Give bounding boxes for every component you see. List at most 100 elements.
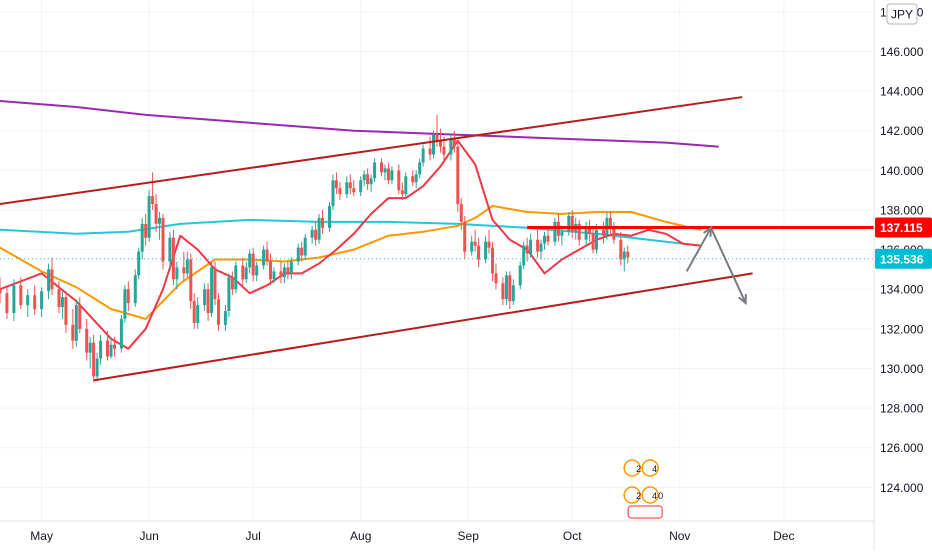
candle-body <box>99 340 103 359</box>
candle-body <box>473 241 477 246</box>
candle-body <box>119 318 123 349</box>
candle-body <box>626 251 630 258</box>
currency-badge[interactable]: JPY <box>886 3 918 25</box>
event-badge-label: 0 <box>658 491 663 501</box>
candle-body <box>442 146 446 155</box>
candle-body <box>397 170 401 191</box>
x-tick-label: Jul <box>246 529 261 543</box>
candle-body <box>151 196 155 204</box>
candle-body <box>522 245 526 266</box>
candle-body <box>567 215 571 232</box>
candle-body <box>439 140 442 147</box>
candle-body <box>109 344 113 357</box>
candle-body <box>113 344 116 349</box>
candle-body <box>591 233 595 250</box>
candle-body <box>494 273 498 284</box>
y-tick-label: 134.000 <box>880 283 924 297</box>
level-price-label-bg <box>875 217 932 238</box>
channel-lower-line <box>93 272 753 382</box>
event-badges[interactable]: 2 42 4 0 <box>623 459 663 519</box>
candle-body <box>504 275 508 300</box>
candle-body <box>484 241 488 260</box>
y-tick-label: 138.000 <box>880 203 924 217</box>
candle-body <box>432 134 435 155</box>
candle-body <box>203 289 207 305</box>
candle-body <box>584 227 588 240</box>
candle-body <box>192 301 196 323</box>
channel-upper-line <box>0 96 743 206</box>
candle-body <box>213 267 217 300</box>
time-axis[interactable]: May Jun Jul Aug Sep Oct Nov Dec <box>30 529 794 543</box>
candle-body <box>366 174 370 185</box>
candle-body <box>421 148 425 163</box>
x-tick-label: Oct <box>563 529 582 543</box>
event-badge-circle <box>623 486 641 504</box>
candle-body <box>411 176 415 183</box>
candle-body <box>338 188 342 195</box>
candle-body <box>95 358 99 377</box>
candle-body <box>217 299 220 325</box>
y-tick-label: 124.000 <box>880 481 924 495</box>
price-axis[interactable]: 124.000 126.000 128.000 130.000 132.000 134.0… <box>880 5 924 494</box>
candle-body <box>241 265 245 280</box>
candle-body <box>206 289 210 313</box>
candle-body <box>546 235 550 242</box>
y-tick-label: 144.000 <box>880 85 924 99</box>
candle-body <box>348 182 352 189</box>
candle-body <box>74 305 78 341</box>
candle-body <box>352 188 356 193</box>
candle-body <box>501 283 505 300</box>
candle-body <box>269 261 272 280</box>
candle-body <box>334 180 338 189</box>
candle-body <box>92 342 96 377</box>
candle-body <box>529 239 533 254</box>
candle-body <box>595 229 598 250</box>
candle-body <box>223 311 227 325</box>
candle-body <box>171 237 175 280</box>
y-tick-label: 126.000 <box>880 441 924 455</box>
moving-averages <box>0 100 719 350</box>
candle-body <box>386 168 390 181</box>
drawings <box>0 96 874 382</box>
candle-body <box>85 328 89 353</box>
candle-body <box>248 253 252 268</box>
candle-body <box>359 180 363 193</box>
ma-purple-line <box>0 100 719 148</box>
projection-arrowhead-down <box>738 294 747 306</box>
x-tick-label: Nov <box>669 529 690 543</box>
x-tick-label: Jun <box>139 529 158 543</box>
y-tick-label: 132.000 <box>880 322 924 336</box>
candle-body <box>289 261 293 274</box>
candle-body <box>255 265 259 276</box>
candle-body <box>279 271 283 278</box>
candle-body <box>511 285 515 302</box>
candle-body <box>282 267 286 278</box>
candles <box>0 114 630 383</box>
level-price-label: 137.115 <box>880 221 923 235</box>
candle-body <box>331 180 335 207</box>
candle-body <box>449 138 453 155</box>
x-tick-label: Aug <box>350 529 371 543</box>
candle-body <box>47 269 51 292</box>
candle-body <box>144 223 148 238</box>
candle-body <box>508 275 512 302</box>
candle-body <box>286 267 290 274</box>
candle-body <box>383 168 387 173</box>
candle-body <box>459 204 463 222</box>
candle-body <box>161 217 165 262</box>
candle-body <box>33 295 37 310</box>
candle-body <box>345 182 349 195</box>
event-badge-label: 4 <box>652 464 657 474</box>
candle-body <box>463 221 467 252</box>
last-price-label-bg <box>875 248 932 269</box>
candle-body <box>185 259 189 274</box>
candle-body <box>317 217 321 240</box>
candle-body <box>154 204 158 224</box>
price-labels: 137.115 135.536 <box>875 217 932 269</box>
candle-body <box>230 277 234 290</box>
candle-body <box>57 289 61 307</box>
event-badge-strip <box>627 505 663 519</box>
